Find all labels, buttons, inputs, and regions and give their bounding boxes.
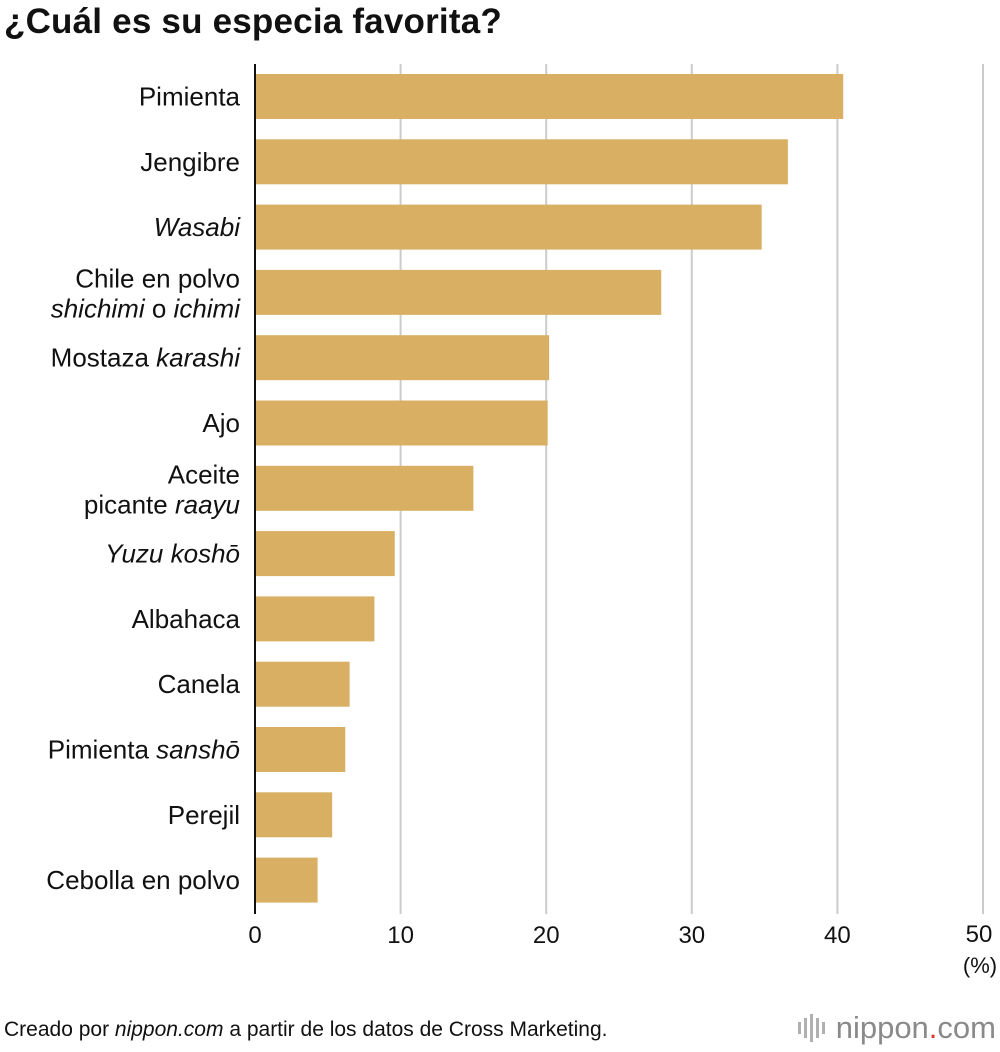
bar (255, 335, 550, 381)
category-label: shichimi o ichimi (51, 293, 242, 323)
category-label: Albahaca (132, 604, 241, 634)
category-label: Canela (158, 669, 241, 699)
source-prefix: Creado por (4, 1018, 115, 1041)
x-tick-label: 0 (248, 922, 261, 949)
x-tick-label: 30 (678, 922, 705, 949)
bar (255, 400, 548, 446)
category-label: Perejil (168, 800, 240, 830)
category-label: Pimienta (139, 82, 241, 112)
bar-chart: Pimienta Jengibre Wasabi Chile en polvoshic… (46, 64, 997, 978)
bar (255, 465, 474, 511)
category-label: Jengibre (140, 147, 240, 177)
x-unit-label: (%) (963, 953, 997, 978)
category-label: Pimienta sanshō (48, 735, 240, 765)
bar (255, 531, 395, 577)
logo-name: nippon (835, 1010, 929, 1045)
bar (255, 792, 333, 838)
category-label: Chile en polvo (75, 263, 240, 293)
category-label: Mostaza karashi (51, 343, 242, 373)
category-label: Aceite (168, 459, 240, 489)
bar (255, 596, 375, 642)
category-label: Ajo (202, 408, 240, 438)
x-tick-label: 50 (966, 921, 993, 948)
logo-bars-icon (797, 1014, 825, 1042)
bar (255, 727, 346, 772)
source-suffix: a partir de los datos de Cross Marketing… (223, 1018, 608, 1041)
logo-dot: . (928, 1010, 938, 1045)
bar (255, 139, 788, 185)
nippon-logo: nippon. com (796, 1010, 996, 1046)
category-label: Wasabi (154, 212, 241, 242)
x-tick-label: 20 (533, 922, 560, 949)
logo-tld: com (937, 1010, 996, 1045)
category-label: Cebolla en polvo (46, 865, 240, 895)
bar (255, 74, 844, 119)
category-label: picante raayu (84, 489, 240, 519)
bar (255, 204, 762, 250)
bar (255, 857, 318, 903)
bar (255, 661, 350, 707)
category-label: Yuzu koshō (105, 539, 240, 569)
x-tick-label: 10 (387, 922, 414, 949)
source-note: Creado por nippon.com a partir de los da… (4, 1018, 608, 1042)
x-tick-label: 40 (824, 922, 851, 949)
bar (255, 269, 662, 315)
chart-title: ¿Cuál es su especia favorita? (4, 2, 502, 41)
source-site: nippon.com (114, 1018, 224, 1041)
